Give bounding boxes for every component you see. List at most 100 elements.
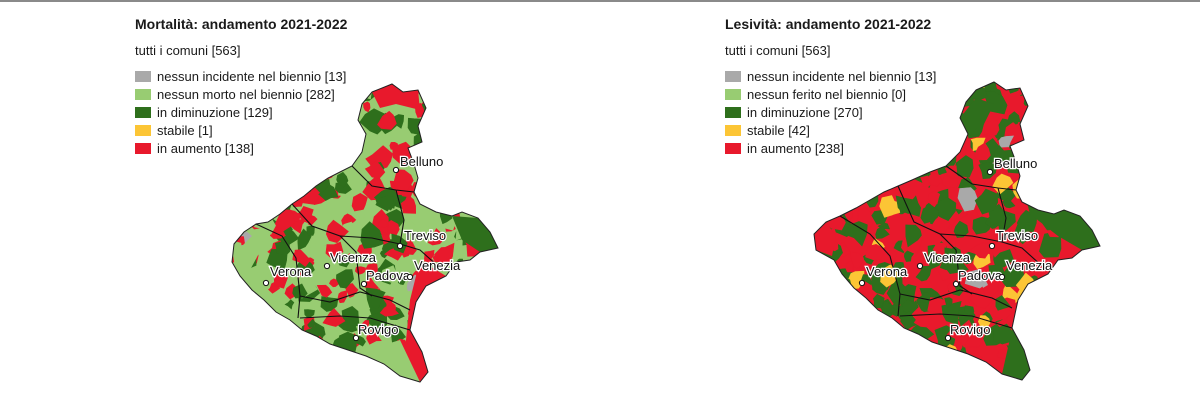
- city-marker: [986, 168, 994, 176]
- municipality-patch: [814, 222, 836, 256]
- legend-item: nessun incidente nel biennio [13]: [725, 67, 936, 85]
- city-marker: [352, 334, 360, 342]
- municipality-patch: [234, 232, 264, 276]
- municipality-patch: [296, 176, 312, 194]
- municipality-patch: [1081, 274, 1093, 286]
- municipality-patch: [1037, 92, 1065, 116]
- municipality-patch: [425, 377, 441, 382]
- municipality-patch: [851, 292, 862, 305]
- municipality-patch: [874, 160, 888, 174]
- municipality-patch: [1081, 193, 1097, 209]
- legend-swatch: [135, 142, 151, 154]
- city-marker: [916, 262, 924, 270]
- municipality-patch: [862, 323, 887, 347]
- municipality-patch: [852, 352, 864, 365]
- municipality-patch: [918, 200, 929, 210]
- municipality-patch: [452, 305, 469, 322]
- municipality-patch: [475, 372, 488, 382]
- municipality-patch: [1054, 82, 1071, 97]
- map-subtitle: tutti i comuni [563]: [725, 43, 831, 58]
- municipality-patch: [403, 290, 413, 301]
- legend-label: stabile [1]: [157, 122, 213, 138]
- municipality-patch: [843, 221, 868, 247]
- municipality-patch: [816, 281, 832, 296]
- municipality-patch: [814, 263, 831, 291]
- municipality-patch: [474, 166, 485, 178]
- municipality-patch: [1093, 371, 1100, 380]
- municipality-patch: [920, 202, 940, 224]
- municipality-patch: [1077, 193, 1092, 209]
- municipality-patch: [267, 175, 276, 188]
- municipality-patch: [828, 325, 853, 345]
- municipality-patch: [944, 165, 958, 179]
- legend-item: in aumento [238]: [725, 139, 936, 157]
- municipality-patch: [1086, 354, 1100, 378]
- municipality-patch: [468, 321, 488, 339]
- map-subtitle: tutti i comuni [563]: [135, 43, 241, 58]
- municipality-patch: [816, 273, 837, 293]
- province-borders: [839, 165, 1043, 329]
- municipality-patch: [455, 84, 483, 100]
- municipality-patch: [255, 341, 277, 357]
- municipality-patch: [1095, 231, 1100, 252]
- municipality-patch: [1027, 294, 1048, 318]
- mortality-map-panel: Belluno Treviso Vicenza Verona Padova Venezia…: [135, 16, 499, 383]
- municipality-patch: [363, 101, 371, 113]
- municipality-patch: [830, 167, 858, 186]
- municipality-patch: [1064, 277, 1088, 300]
- municipality-patch: [870, 337, 890, 362]
- municipality-patch: [380, 340, 420, 382]
- municipality-patch: [465, 114, 486, 130]
- municipality-patch: [428, 107, 446, 124]
- municipality-patch: [814, 282, 822, 310]
- municipality-patch: [1045, 136, 1053, 145]
- municipality-patch: [232, 171, 244, 194]
- municipality-patch: [433, 90, 442, 102]
- municipality-patch: [232, 283, 244, 294]
- municipality-patch: [814, 309, 836, 334]
- municipality-patch: [829, 282, 846, 303]
- municipality-patch: [453, 348, 463, 358]
- city-label: Verona: [270, 264, 312, 279]
- municipality-patch: [886, 282, 911, 307]
- municipality-patch: [946, 325, 972, 347]
- municipality-patch: [1039, 307, 1063, 325]
- municipality-patch: [939, 82, 954, 90]
- municipality-patch: [273, 204, 296, 232]
- legend-item: in diminuzione [270]: [725, 103, 936, 121]
- municipality-patch: [814, 202, 826, 214]
- municipality-patch: [361, 320, 370, 329]
- municipality-patch: [896, 331, 922, 357]
- municipality-patch: [377, 110, 397, 130]
- municipality-patch: [821, 282, 840, 300]
- legend-item: nessun ferito nel biennio [0]: [725, 85, 936, 103]
- municipality-patch: [400, 194, 417, 214]
- municipality-patch: [1097, 135, 1100, 147]
- municipality-patch: [419, 116, 435, 134]
- municipality-patch: [841, 189, 853, 202]
- municipality-patch: [493, 148, 498, 161]
- municipality-patch: [477, 252, 488, 260]
- municipality-patch: [351, 192, 368, 212]
- municipality-patch: [1035, 193, 1050, 206]
- municipality-patch: [1047, 281, 1069, 301]
- municipality-patch: [1050, 93, 1071, 110]
- municipality-patch: [1032, 119, 1052, 139]
- municipality-patch: [233, 173, 249, 195]
- municipality-patch: [814, 189, 816, 207]
- municipality-patch: [307, 318, 316, 328]
- municipality-patch: [988, 203, 1013, 227]
- municipality-patch: [282, 161, 307, 187]
- municipality-patch: [480, 152, 498, 170]
- municipality-patch: [1072, 84, 1089, 99]
- municipality-patch: [365, 263, 378, 275]
- municipality-patch: [823, 170, 851, 195]
- municipality-patch: [814, 299, 839, 320]
- municipality-patch: [377, 218, 389, 229]
- municipality-patch: [247, 156, 265, 179]
- municipality-patch: [432, 95, 442, 104]
- municipality-patch: [490, 146, 498, 155]
- municipality-patch: [433, 337, 445, 351]
- municipality-patch: [233, 304, 250, 322]
- legend-label: in aumento [138]: [157, 140, 254, 156]
